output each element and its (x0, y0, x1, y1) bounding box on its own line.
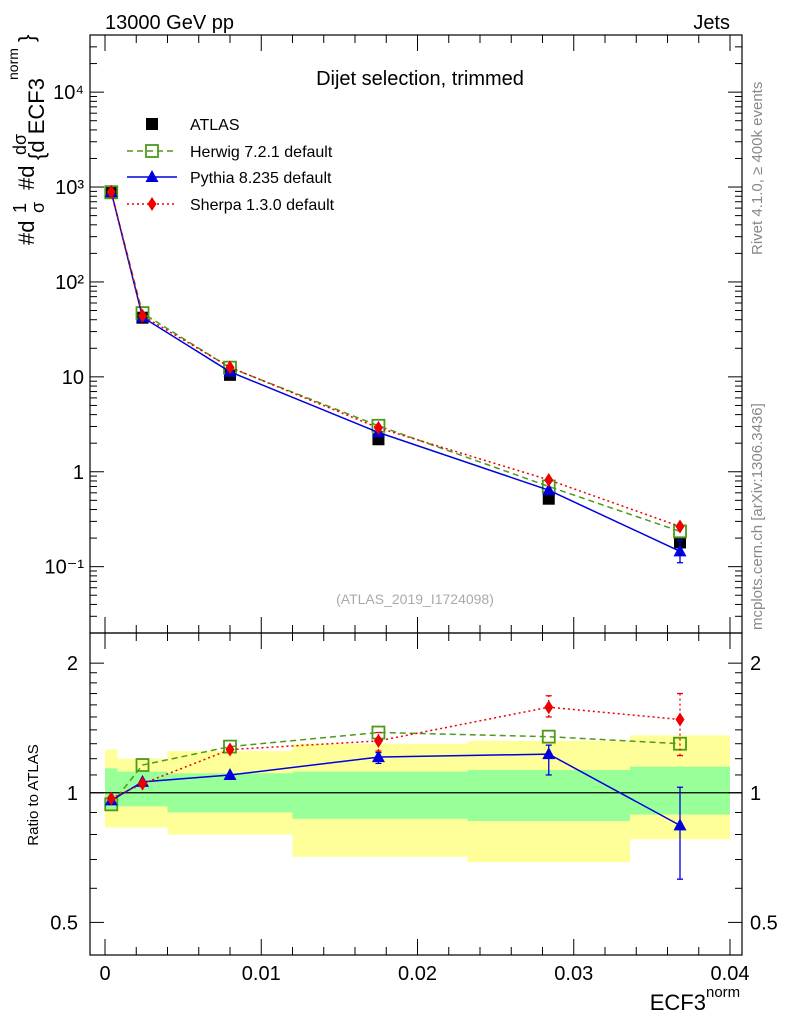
xtick-label: 0.02 (398, 963, 437, 985)
main-title: Dijet selection, trimmed (316, 68, 524, 90)
band-inner (467, 769, 630, 821)
legend-label: Sherpa 1.3.0 default (190, 197, 335, 214)
process-label: Jets (693, 12, 730, 34)
series-line-sherpa (110, 191, 681, 528)
xtick-label: 0 (99, 963, 110, 985)
main-ylabel: #d 1 σ #d dσ {d ECF3 norm } (5, 35, 49, 245)
ratio-uncertainty-bands (90, 735, 742, 863)
point-sherpa (225, 742, 235, 757)
series-line-pythia (110, 191, 681, 552)
ylabel-part-one: 1 (10, 203, 30, 213)
legend-marker (145, 144, 159, 158)
ratio-axis-ticks: 0.5 0.5 1 1 2 2 0 0.01 0.02 0.03 0.04 (50, 633, 778, 985)
legend-marker (145, 170, 159, 182)
ratio-ytick-label-right: 0.5 (750, 912, 778, 934)
point-pythia (542, 483, 556, 496)
ratio-ytick-label-right: 2 (750, 653, 761, 675)
ratio-frame (89, 632, 743, 956)
main-ytick-label: 10⁴ (53, 82, 84, 104)
point-pythia (673, 544, 687, 557)
beam-label: 13000 GeV pp (105, 12, 234, 34)
main-axis-ticks: 10⁻¹ 1 10 10² 10³ 10⁴ (45, 34, 742, 633)
legend-label: ATLAS (190, 117, 240, 134)
series-line-herwig (110, 192, 681, 533)
point-sherpa (544, 700, 554, 715)
ylabel-part-norm: norm (5, 48, 21, 80)
legend: ATLAS Herwig 7.2.1 default Pythia 8.235 de… (127, 117, 335, 214)
point-pythia (673, 818, 687, 831)
point-sherpa (675, 519, 685, 534)
point-sherpa (373, 420, 383, 435)
main-ytick-label: 10 (62, 367, 84, 389)
xtick-label: 0.04 (711, 963, 750, 985)
legend-label: Herwig 7.2.1 default (190, 144, 333, 161)
ylabel-part-d2: #d (14, 166, 39, 190)
point-sherpa (138, 776, 147, 791)
ylabel-part-d1: #d (14, 221, 39, 245)
point-sherpa (544, 472, 554, 487)
ratio-ytick-label-right: 1 (750, 783, 761, 805)
ylabel-part-decf3: {d ECF3 (24, 78, 49, 160)
ylabel-part-sigma: σ (28, 202, 48, 213)
ratio-ytick-label: 0.5 (50, 912, 78, 934)
point-herwig (541, 729, 556, 744)
point-sherpa (373, 733, 383, 748)
point-atlas (542, 492, 555, 505)
point-pythia (371, 750, 385, 763)
ylabel-part-dsigma: dσ (10, 134, 30, 155)
x-axis-label: ECF3 (650, 990, 706, 1015)
ratio-ytick-label: 1 (67, 783, 78, 805)
main-ytick-label: 10³ (55, 177, 84, 199)
ylabel-part-brace: } (14, 35, 39, 42)
point-pythia (223, 767, 237, 780)
legend-marker (146, 118, 158, 130)
main-ytick-label: 10² (55, 272, 84, 294)
main-ytick-label: 1 (73, 462, 84, 484)
point-sherpa (675, 712, 685, 727)
ratio-series (104, 692, 687, 880)
point-sherpa (225, 360, 235, 375)
point-sherpa (138, 308, 147, 323)
analysis-watermark: (ATLAS_2019_I1724098) (336, 591, 494, 607)
rivet-version-label: Rivet 4.1.0, ≥ 400k events (749, 82, 766, 255)
point-sherpa (106, 791, 116, 806)
main-series (104, 184, 687, 564)
main-frame (89, 34, 743, 634)
main-ytick-label: 10⁻¹ (45, 557, 85, 579)
point-herwig (135, 758, 150, 772)
x-axis-label-sup: norm (706, 984, 740, 1001)
xtick-label: 0.01 (242, 963, 281, 985)
legend-label: Pythia 8.235 default (190, 170, 332, 187)
band-inner (292, 771, 468, 819)
mcplots-label: mcplots.cern.ch [arXiv:1306.3436] (749, 403, 766, 630)
legend-marker (147, 197, 157, 211)
ratio-ytick-label: 2 (67, 653, 78, 675)
point-pythia (542, 747, 556, 760)
xtick-label: 0.03 (554, 963, 593, 985)
ratio-ylabel: Ratio to ATLAS (25, 744, 42, 845)
point-sherpa (106, 184, 116, 199)
